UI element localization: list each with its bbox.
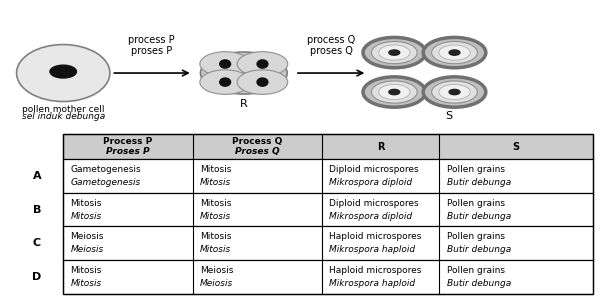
Text: S: S — [513, 142, 520, 152]
Text: proses P: proses P — [131, 46, 172, 55]
Text: Meiosis: Meiosis — [70, 245, 104, 254]
Text: Butir debunga: Butir debunga — [447, 279, 511, 288]
Text: Mitosis: Mitosis — [70, 266, 102, 275]
Text: Mitosis: Mitosis — [200, 165, 231, 174]
Circle shape — [379, 84, 410, 100]
Text: Diploid microspores: Diploid microspores — [329, 199, 419, 208]
Circle shape — [237, 70, 288, 94]
Text: Gametogenesis: Gametogenesis — [70, 165, 141, 174]
Text: Mikrospora haploid: Mikrospora haploid — [329, 245, 415, 254]
Text: Meiosis: Meiosis — [200, 279, 233, 288]
Text: Mitosis: Mitosis — [200, 212, 231, 221]
Text: Mitosis: Mitosis — [200, 178, 231, 187]
Bar — [63, 226, 593, 260]
Circle shape — [200, 52, 250, 76]
Bar — [63, 134, 593, 159]
Ellipse shape — [257, 78, 268, 86]
Text: Pollen grains: Pollen grains — [447, 266, 504, 275]
Text: Mitosis: Mitosis — [200, 245, 231, 254]
Circle shape — [449, 89, 460, 95]
Text: proses Q: proses Q — [309, 46, 353, 55]
Text: Pollen grains: Pollen grains — [447, 232, 504, 241]
Bar — [63, 134, 593, 294]
Text: Process P: Process P — [104, 137, 152, 146]
Text: B: B — [33, 205, 41, 215]
Text: D: D — [33, 272, 42, 282]
Text: Mitosis: Mitosis — [200, 199, 231, 208]
Bar — [63, 193, 593, 226]
Circle shape — [389, 89, 400, 95]
Text: Proses P: Proses P — [106, 147, 150, 156]
Circle shape — [432, 81, 477, 103]
Ellipse shape — [257, 60, 268, 68]
Text: Mitosis: Mitosis — [70, 212, 102, 221]
Circle shape — [389, 50, 400, 55]
Circle shape — [439, 84, 470, 100]
Bar — [63, 260, 593, 294]
Text: Mitosis: Mitosis — [70, 279, 102, 288]
Circle shape — [237, 52, 288, 76]
Text: Pollen grains: Pollen grains — [447, 165, 504, 174]
Text: R: R — [240, 99, 247, 109]
Text: Mitosis: Mitosis — [70, 199, 102, 208]
Circle shape — [50, 65, 76, 78]
Bar — [63, 159, 593, 193]
Circle shape — [449, 50, 460, 55]
Ellipse shape — [220, 60, 231, 68]
Text: S: S — [445, 111, 452, 121]
Text: process Q: process Q — [307, 35, 355, 45]
Text: Haploid microspores: Haploid microspores — [329, 232, 421, 241]
Circle shape — [423, 77, 486, 107]
Circle shape — [423, 37, 486, 68]
Circle shape — [363, 77, 426, 107]
Text: Process Q: Process Q — [232, 137, 282, 146]
Text: C: C — [33, 238, 41, 248]
Circle shape — [200, 70, 250, 94]
Text: Mikrospora diploid: Mikrospora diploid — [329, 212, 412, 221]
Circle shape — [371, 41, 417, 64]
Text: Mikrospora diploid: Mikrospora diploid — [329, 178, 412, 187]
Text: Gametogenesis: Gametogenesis — [70, 178, 141, 187]
Text: Butir debunga: Butir debunga — [447, 178, 511, 187]
Text: Butir debunga: Butir debunga — [447, 245, 511, 254]
Text: Haploid microspores: Haploid microspores — [329, 266, 421, 275]
Text: R: R — [377, 142, 385, 152]
Text: process P: process P — [128, 35, 175, 45]
Text: Meiosis: Meiosis — [200, 266, 233, 275]
Circle shape — [200, 52, 287, 94]
Circle shape — [371, 81, 417, 103]
Text: Mikrospora haploid: Mikrospora haploid — [329, 279, 415, 288]
Circle shape — [432, 41, 477, 64]
Text: pollen mother cell: pollen mother cell — [22, 105, 105, 114]
Ellipse shape — [220, 78, 231, 86]
Text: Butir debunga: Butir debunga — [447, 212, 511, 221]
Text: Pollen grains: Pollen grains — [447, 199, 504, 208]
Circle shape — [379, 45, 410, 60]
Text: Diploid microspores: Diploid microspores — [329, 165, 419, 174]
Text: Mitosis: Mitosis — [200, 232, 231, 241]
Text: A: A — [33, 171, 42, 181]
Text: Meiosis: Meiosis — [70, 232, 104, 241]
Text: sel induk debunga: sel induk debunga — [22, 112, 105, 121]
Text: Proses Q: Proses Q — [235, 147, 280, 156]
Circle shape — [363, 37, 426, 68]
Ellipse shape — [17, 45, 110, 102]
Circle shape — [439, 45, 470, 60]
